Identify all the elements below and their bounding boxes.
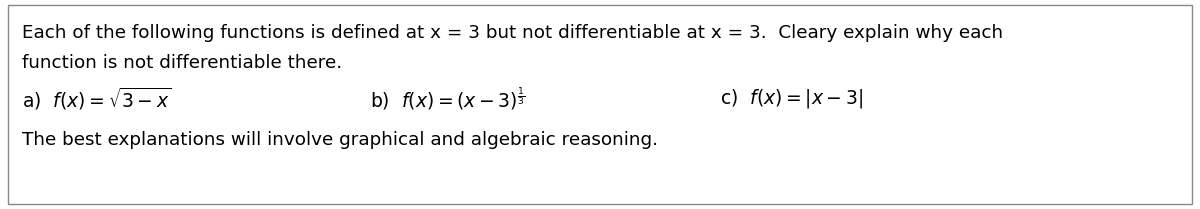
Text: Each of the following functions is defined at x = 3 but not differentiable at x : Each of the following functions is defin… [22,24,1003,42]
Text: b)  $f(x)=(x-3)^{\frac{1}{3}}$: b) $f(x)=(x-3)^{\frac{1}{3}}$ [370,86,526,112]
Text: The best explanations will involve graphical and algebraic reasoning.: The best explanations will involve graph… [22,131,658,149]
Text: function is not differentiable there.: function is not differentiable there. [22,54,342,72]
Text: a)  $f(x)=\sqrt{3-x}$: a) $f(x)=\sqrt{3-x}$ [22,86,172,112]
Text: c)  $f(x)=|x-3|$: c) $f(x)=|x-3|$ [720,88,863,111]
